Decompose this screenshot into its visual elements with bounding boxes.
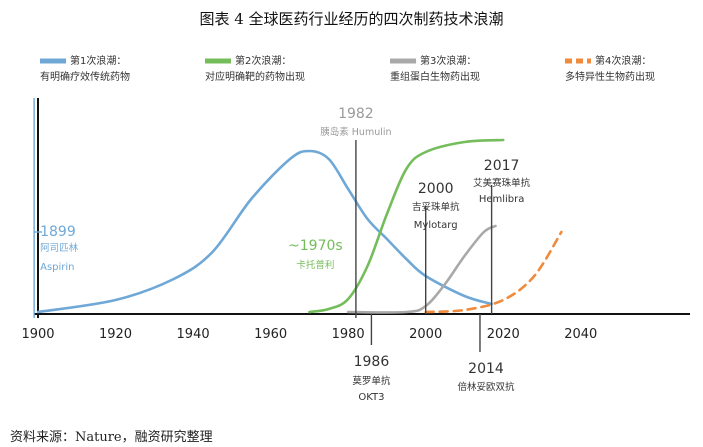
annotation-year: 2014	[468, 361, 504, 377]
annotation-drug-name: 莫罗单抗	[352, 375, 391, 387]
legend-label: 第2次浪潮：	[235, 54, 291, 67]
annotation-year: 1899	[40, 224, 76, 240]
annotation-year: 2017	[484, 158, 520, 174]
x-tick-label: 2020	[487, 327, 520, 342]
annotation-year: 2000	[418, 181, 454, 197]
annotation-drug-name: 艾美赛珠单抗	[473, 177, 531, 189]
legend-label: 重组蛋白生物药出现	[390, 70, 480, 83]
annotation-drug-en: Aspirin	[40, 262, 74, 273]
legend-label: 第4次浪潮：	[595, 54, 651, 67]
x-tick-label: 1980	[332, 327, 365, 342]
annotation-year: 1982	[338, 106, 374, 122]
legend: 第1次浪潮： 有明确疗效传统药物 第2次浪潮： 对应明确靶的药物出现 第3次浪潮： 重组蛋…	[40, 54, 655, 83]
annotation-drug-en: Mylotarg	[414, 220, 458, 231]
annotation-drug-en: Hemlibra	[479, 194, 525, 205]
figure-title: 图表 4 全球医药行业经历的四次制药技术浪潮	[199, 10, 504, 28]
x-tick-label: 1900	[21, 327, 54, 342]
legend-label: 多特异性生物药出现	[565, 70, 655, 83]
x-tick-label: 1940	[177, 327, 210, 342]
annotation-drug-en: OKT3	[358, 392, 384, 403]
x-tick-label: 1920	[99, 327, 132, 342]
legend-label: 第1次浪潮：	[70, 54, 126, 67]
annotations: 1899 阿司匹林 Aspirin ~1970s 卡托普利 1982 胰岛素 Humulin…	[33, 98, 531, 403]
series-line-4	[424, 230, 563, 314]
legend-label: 有明确疗效传统药物	[40, 70, 130, 83]
axes: 1900 1920 1940 1960 1980 2000 2020 2040	[21, 98, 690, 342]
annotation-drug-name: 阿司匹林	[40, 242, 79, 254]
annotation-drug-name: 胰岛素 Humulin	[320, 126, 391, 138]
annotation-drug-name: 卡托普利	[296, 259, 334, 271]
x-tick-label: 1960	[254, 327, 287, 342]
series-line-1	[36, 149, 493, 314]
legend-label: 对应明确靶的药物出现	[205, 70, 305, 83]
annotation-year: 1986	[354, 354, 390, 370]
annotation-drug-name: 吉妥珠单抗	[412, 201, 460, 213]
annotation-drug-name: 倍林妥欧双抗	[457, 381, 515, 393]
series-line-2	[308, 138, 505, 314]
x-tick-label: 2000	[409, 327, 442, 342]
series-lines	[36, 138, 563, 314]
x-tick-label: 2040	[564, 327, 597, 342]
source-note: 资料来源：Nature，融资研究整理	[10, 430, 213, 445]
legend-label: 第3次浪潮：	[420, 54, 476, 67]
series-line-3	[346, 224, 497, 314]
annotation-year: ~1970s	[288, 238, 343, 254]
